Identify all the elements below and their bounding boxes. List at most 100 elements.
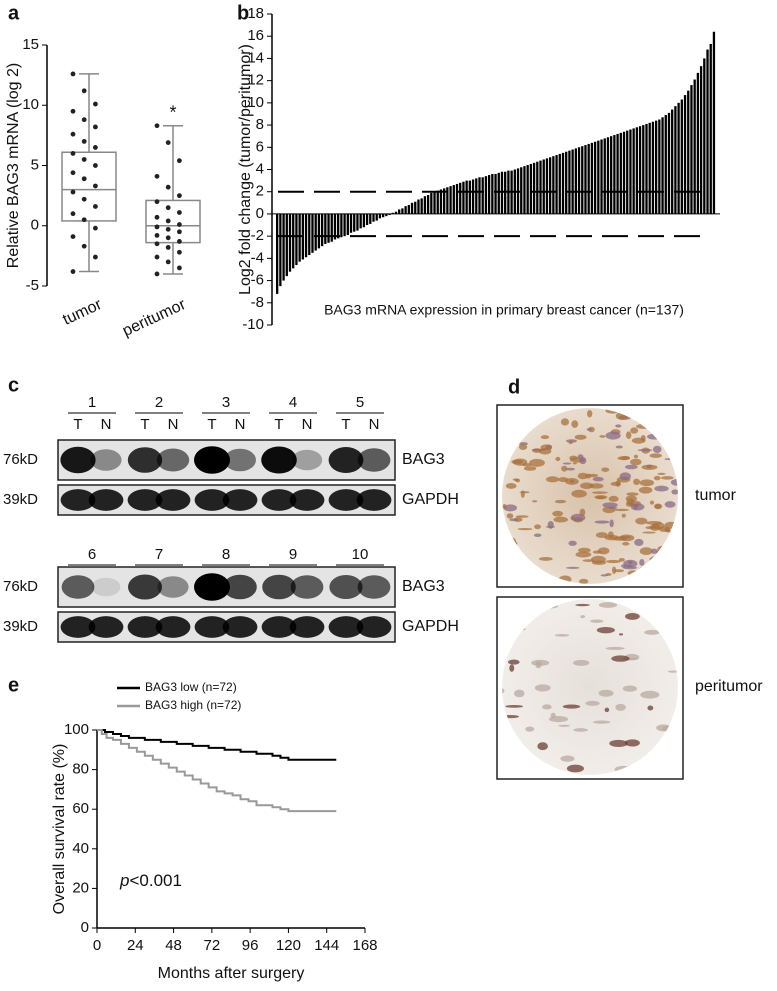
ihc-cell <box>560 755 575 762</box>
bar <box>414 201 417 214</box>
data-point <box>165 226 171 232</box>
data-point <box>93 254 98 260</box>
ihc-cell <box>540 435 550 440</box>
ihc-cell <box>525 726 535 732</box>
x-tick-label: 48 <box>165 937 182 954</box>
lane-number: 6 <box>88 546 96 563</box>
ihc-cell <box>577 547 591 553</box>
ihc-core <box>502 599 678 775</box>
bar <box>443 188 446 214</box>
data-point <box>154 214 160 220</box>
ihc-cell <box>574 434 587 440</box>
blot-band <box>127 489 163 511</box>
bar <box>340 213 343 238</box>
significance-label: * <box>169 102 176 122</box>
bar <box>526 165 529 214</box>
ihc-cell <box>612 536 627 541</box>
y-tick-label: 0 <box>31 217 39 234</box>
bar <box>330 213 333 242</box>
bar <box>667 112 671 214</box>
ihc-cell <box>590 555 606 564</box>
blot-band <box>328 616 364 638</box>
ihc-cell <box>657 472 666 475</box>
bar <box>298 213 301 262</box>
ihc-cell <box>608 495 619 502</box>
blot-band <box>155 489 191 511</box>
p-value: p<0.001 <box>119 871 182 890</box>
bar <box>465 180 468 214</box>
bar <box>494 173 497 214</box>
ihc-cell <box>534 684 551 692</box>
y-tick-label: 0 <box>81 919 89 936</box>
bar <box>622 131 626 214</box>
y-tick-label: 15 <box>22 36 39 53</box>
bar <box>539 160 542 214</box>
ihc-cell <box>508 659 520 665</box>
data-point <box>154 199 160 205</box>
lane-label: N <box>235 416 246 433</box>
bar <box>603 138 606 214</box>
bar <box>642 125 645 214</box>
ihc-cell <box>605 559 621 564</box>
ihc-cell <box>545 476 560 483</box>
lane-label: T <box>207 416 216 433</box>
data-point <box>154 173 160 179</box>
protein-name: BAG3 <box>402 578 445 595</box>
ihc-cell <box>670 479 678 486</box>
ihc-cell <box>642 531 656 534</box>
box <box>61 151 117 222</box>
ihc-cell <box>505 704 524 708</box>
data-point <box>154 123 160 129</box>
blot-band <box>90 449 122 471</box>
blot-band <box>223 574 257 600</box>
bar <box>410 202 414 214</box>
ihc-cell <box>569 455 578 461</box>
x-tick-label: tumor <box>60 296 105 329</box>
ihc-cell <box>609 739 628 748</box>
ihc-cell <box>626 492 639 496</box>
ihc-cell <box>604 707 610 713</box>
ihc-cell <box>599 435 606 438</box>
ihc-cell <box>588 426 595 433</box>
data-point <box>154 224 160 230</box>
ihc-cell <box>630 458 642 466</box>
lane-number: 10 <box>352 546 369 563</box>
bar <box>359 213 362 229</box>
x-tick-label: 120 <box>276 937 301 954</box>
bar <box>478 177 481 214</box>
y-tick-label: -4 <box>251 249 264 266</box>
panel-label: a <box>8 2 20 24</box>
bar <box>593 141 597 214</box>
ihc-cell <box>641 464 658 470</box>
bar <box>690 85 693 214</box>
bar <box>577 147 581 214</box>
bar <box>658 119 661 214</box>
ihc-cell <box>562 462 572 465</box>
bar <box>459 182 462 214</box>
x-tick-label: peritumor <box>120 296 189 340</box>
y-tick-label: -8 <box>251 294 264 311</box>
data-point <box>93 204 98 209</box>
ihc-cell <box>570 516 576 521</box>
bar <box>552 156 555 214</box>
bar <box>581 146 584 214</box>
ihc-cell <box>503 504 518 512</box>
y-tick-label: 80 <box>72 761 89 778</box>
ihc-cell <box>664 501 676 508</box>
ihc-cell <box>653 445 662 454</box>
molecular-weight: 39kD <box>3 618 38 635</box>
ihc-cell <box>560 418 570 426</box>
ihc-cell <box>653 475 661 481</box>
ihc-cell <box>533 533 542 537</box>
ihc-cell <box>568 440 573 445</box>
bar <box>343 213 346 237</box>
blot-band <box>194 446 230 474</box>
blot-band <box>356 616 392 638</box>
blot-band <box>224 448 256 472</box>
ihc-cell <box>608 506 618 509</box>
y-tick-label: 10 <box>247 94 264 111</box>
ihc-cell <box>509 664 515 672</box>
ihc-cell <box>575 551 592 558</box>
ihc-cell <box>592 720 611 724</box>
data-point <box>93 183 98 189</box>
